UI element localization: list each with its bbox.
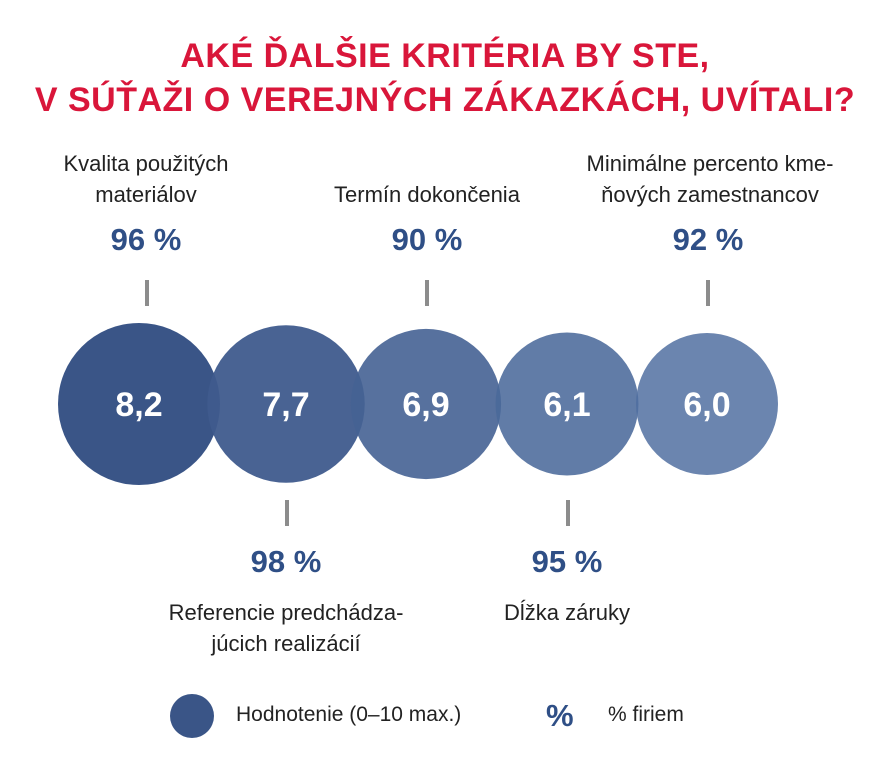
label-dlzka: Dĺžka záruky: [447, 597, 687, 628]
tick-termin: [425, 280, 429, 306]
label-referencie: Referencie predchádza- júcich realizácií: [146, 597, 426, 659]
percent-referencie: 98 %: [250, 544, 322, 579]
label-termin-line-1: Termín dokončenia: [334, 182, 520, 207]
bubble-2: [350, 328, 502, 480]
percent-minimalne: 92 %: [672, 222, 744, 257]
label-kvalita-line-1: Kvalita použitých: [63, 151, 229, 176]
label-dlzka-line-1: Dĺžka záruky: [504, 600, 630, 625]
label-minimalne: Minimálne percento kme- ňových zamestnan…: [560, 148, 860, 210]
legend-percent-label: % firiem: [608, 703, 684, 726]
bubble-3: [495, 332, 639, 476]
bubble-4: [636, 333, 778, 475]
bubble-rating-2: 6,9: [402, 386, 449, 424]
bubble-rating-3: 6,1: [543, 386, 590, 424]
tick-dlzka: [566, 500, 570, 526]
label-minimalne-line-2: ňových zamestnancov: [601, 182, 819, 207]
bubble-1: [207, 325, 365, 483]
label-minimalne-line-1: Minimálne percento kme-: [586, 151, 834, 176]
tick-kvalita: [145, 280, 149, 306]
bubble-0: [58, 323, 220, 485]
bubble-rating-0: 8,2: [115, 386, 162, 424]
legend-rating-label: Hodnotenie (0–10 max.): [236, 703, 462, 726]
label-kvalita: Kvalita použitých materiálov: [46, 148, 246, 210]
label-termin: Termín dokončenia: [307, 179, 547, 210]
percent-termin: 90 %: [391, 222, 463, 257]
tick-referencie: [285, 500, 289, 526]
chart-title-line-2: V SÚŤAŽI O VEREJNÝCH ZÁKAZKÁCH, UVÍTALI?: [34, 81, 856, 119]
legend-percent-symbol: %: [546, 698, 574, 733]
label-referencie-line-2: júcich realizácií: [211, 631, 361, 656]
legend-rating-dot: [170, 694, 214, 738]
tick-minimalne: [706, 280, 710, 306]
chart-title-line-1: AKÉ ĎALŠIE KRITÉRIA BY STE,: [180, 37, 710, 75]
label-referencie-line-1: Referencie predchádza-: [168, 600, 404, 625]
bubble-rating-1: 7,7: [262, 386, 309, 424]
percent-dlzka: 95 %: [531, 544, 603, 579]
label-kvalita-line-2: materiálov: [95, 182, 197, 207]
percent-kvalita: 96 %: [110, 222, 182, 257]
bubble-rating-4: 6,0: [683, 386, 730, 424]
